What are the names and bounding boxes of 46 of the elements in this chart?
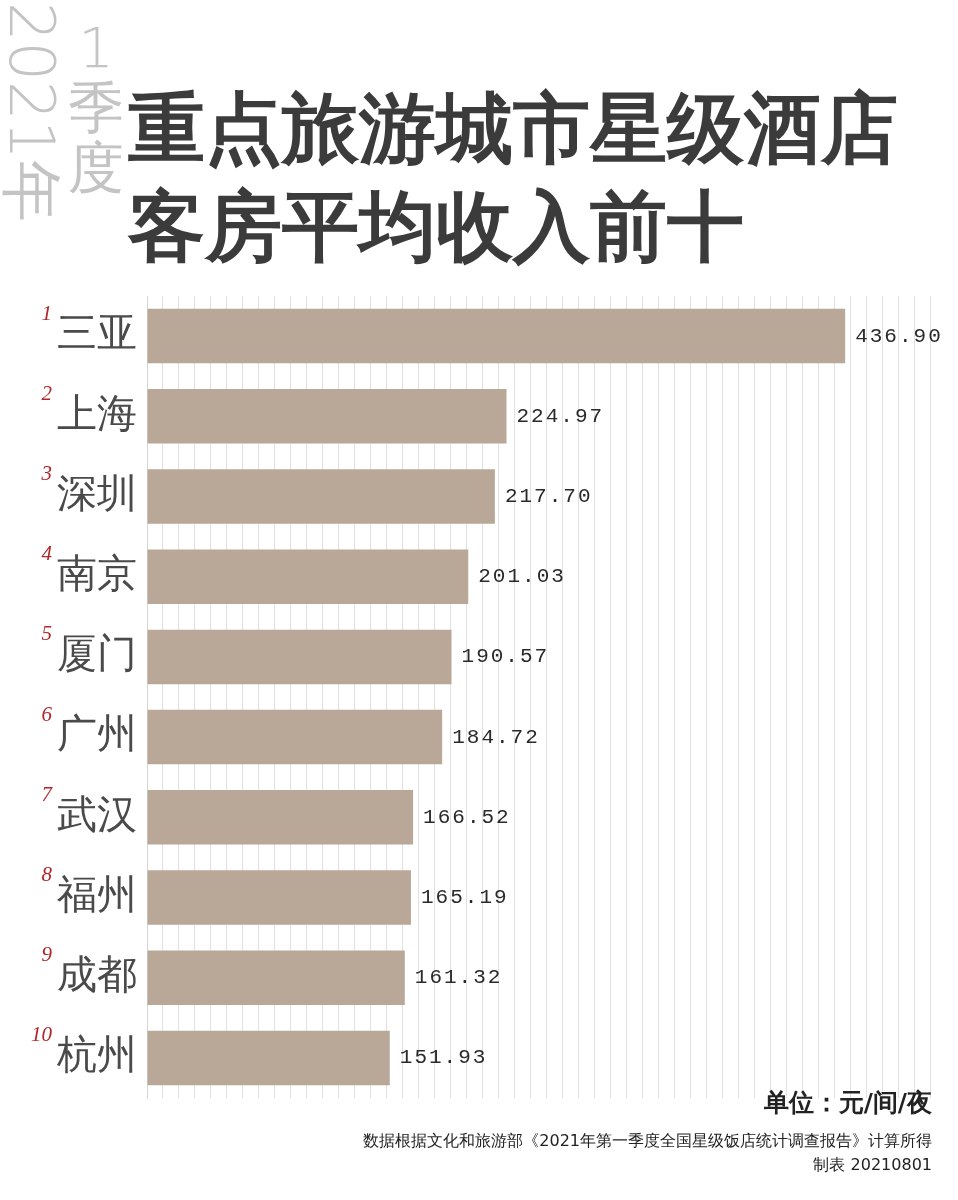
y-tick-label: 武汉: [57, 790, 137, 837]
text: 3: [40, 461, 52, 486]
data-label: 151.93: [399, 1046, 488, 1070]
y-tick-label: 三亚: [57, 309, 137, 356]
data-label: 217.70: [504, 485, 593, 509]
text: 5: [41, 621, 52, 646]
bar: [147, 389, 507, 444]
data-label: 224.97: [516, 404, 605, 428]
text: 制表 20210801: [813, 1155, 932, 1176]
y-tick-label: 厦门: [57, 630, 137, 677]
text: 1季度: [68, 15, 124, 200]
bar: [147, 308, 846, 364]
data-label: 161.32: [414, 966, 503, 990]
bar: [147, 870, 411, 925]
data-label: 201.03: [478, 565, 566, 589]
bar: [147, 709, 443, 765]
chart-title: 重点旅游城市星级酒店客房平均收入前十: [128, 83, 899, 273]
bar: [147, 1030, 390, 1086]
bar: [147, 629, 452, 685]
y-tick-label: 成都: [57, 951, 137, 998]
text: 2021年: [0, 2, 68, 222]
bar: [147, 549, 469, 604]
data-label: 184.72: [452, 725, 540, 749]
text: 数据根据文化和旅游部《2021年第一季度全国星级饭店统计调查报告》计算所得: [363, 1131, 932, 1152]
y-tick-label: 杭州: [56, 1031, 137, 1078]
data-label: 166.52: [423, 805, 511, 829]
text: 8: [41, 862, 53, 887]
text: 7: [41, 781, 54, 806]
annotation: 单位：元/间/夜: [763, 1087, 932, 1119]
data-label: 190.57: [461, 645, 550, 669]
y-tick-label: 广州: [57, 710, 137, 757]
bar: [147, 950, 405, 1005]
data-label: 436.90: [855, 324, 943, 348]
text: 6: [41, 701, 53, 726]
y-tick-label: 深圳: [57, 469, 137, 516]
bar: [147, 790, 414, 845]
y-tick-label: 南京: [57, 550, 137, 597]
text: 4: [41, 541, 53, 566]
text: 9: [41, 942, 53, 967]
data-label: 165.19: [420, 886, 509, 910]
text: 2: [41, 380, 53, 405]
bar: [147, 469, 495, 524]
text: 1: [41, 300, 52, 325]
y-tick-label: 福州: [57, 870, 137, 917]
text: 10: [31, 1022, 53, 1047]
y-tick-label: 上海: [57, 389, 137, 436]
